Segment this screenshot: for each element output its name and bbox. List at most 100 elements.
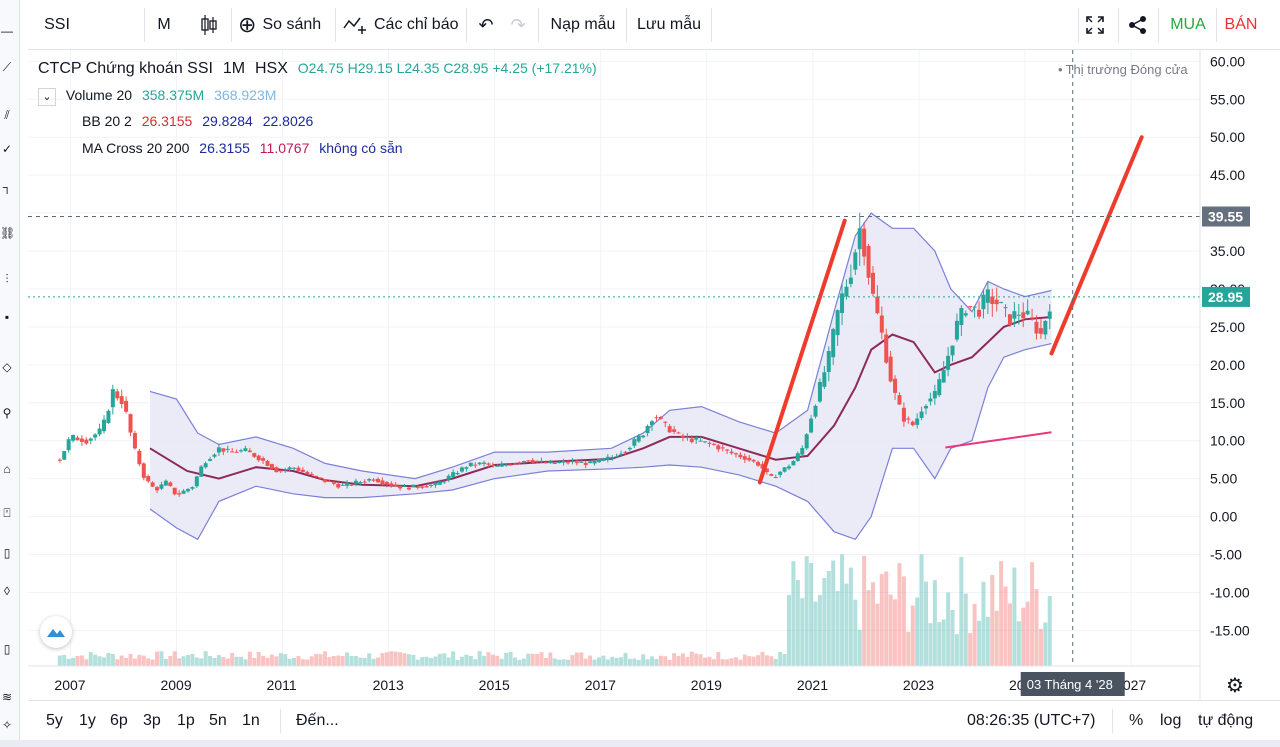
legend-title[interactable]: CTCP Chứng khoán SSI [38, 60, 213, 77]
volume-bar [71, 657, 76, 666]
buy-button[interactable]: MUA [1170, 16, 1206, 33]
volume-bar [353, 656, 358, 666]
indicators-button[interactable]: Các chỉ báo [342, 0, 462, 50]
pitchfork-icon[interactable]: ⫽ [4, 108, 10, 122]
candle-body [216, 447, 221, 453]
symbol-search[interactable]: SSI [44, 16, 70, 33]
range-6p[interactable]: 6p [110, 712, 128, 729]
time-axis[interactable]: 2007200920112013201520172019202120232025… [28, 665, 1244, 697]
volume-bar [234, 656, 239, 666]
volume-bar [446, 657, 451, 666]
volume-bar [504, 652, 509, 666]
candle-body [261, 458, 266, 461]
candle-body [451, 472, 456, 478]
redo-icon[interactable]: ↷ [510, 14, 526, 35]
trend-lines[interactable] [757, 135, 1144, 485]
undo-icon[interactable]: ↶ [478, 14, 494, 35]
crosshair-icon[interactable]: — [1, 24, 13, 38]
ma-cross-value: không có sẵn [319, 140, 403, 156]
percent-toggle[interactable]: % [1129, 712, 1144, 729]
volume-bar [703, 657, 708, 666]
range-5y[interactable]: 5y [46, 712, 63, 729]
volume-bar [181, 656, 186, 666]
candle-body [822, 372, 827, 387]
magnet-icon[interactable]: ⌂ [3, 462, 11, 476]
trash-icon[interactable]: ▯ [3, 642, 11, 656]
trend-line-icon[interactable]: ⟋ [2, 60, 12, 74]
volume-bar [972, 603, 977, 666]
volume-bar [689, 651, 694, 666]
price-tick-label: -5.00 [1210, 546, 1242, 562]
visibility-icon[interactable]: ▯ [3, 546, 11, 560]
bb-legend[interactable]: BB 20 2 26.3155 29.8284 22.8026 [82, 113, 319, 129]
candle-body [265, 460, 270, 466]
candle-body [632, 439, 637, 446]
time-tick-label: 2021 [797, 677, 828, 693]
price-axis[interactable]: 60.0055.0050.0045.0040.0035.0030.0025.00… [1199, 50, 1280, 700]
chart-area[interactable]: 60.0055.0050.0045.0040.0035.0030.0025.00… [28, 50, 1280, 700]
interval-button[interactable]: M [157, 16, 171, 33]
text-tool-icon[interactable]: ┐ [2, 180, 12, 194]
lock-icon[interactable]: ⍞ [3, 506, 11, 520]
volume-bar [928, 623, 933, 666]
chart-type-button[interactable] [196, 0, 222, 50]
candle-body [574, 462, 579, 464]
candle-body [804, 434, 809, 449]
compare-button[interactable]: ⊕ So sánh [238, 0, 328, 50]
candle-body [543, 462, 548, 464]
bb-label: BB 20 2 [82, 113, 132, 129]
auto-toggle[interactable]: tự động [1198, 712, 1254, 729]
star-icon[interactable]: ✧ [1, 718, 13, 732]
legend-ohlc: O24.75 H29.15 L24.35 C28.95 +4.25 (+17.2… [297, 60, 597, 76]
range-1p[interactable]: 1p [177, 712, 195, 729]
separator [231, 8, 232, 42]
volume-bar [318, 654, 323, 666]
sell-button[interactable]: BÁN [1224, 16, 1258, 33]
candle-body [601, 458, 606, 461]
volume-bar [185, 655, 190, 666]
candle-body [650, 421, 655, 426]
collapse-chevron-icon[interactable]: ⌄ [38, 88, 56, 106]
candle-body [866, 245, 871, 278]
settings-gear-icon[interactable]: ⚙ [1226, 673, 1244, 697]
ruler-icon[interactable]: ◇ [2, 360, 12, 374]
volume-legend[interactable]: ⌄ Volume 20 358.375M 368.923M [38, 87, 282, 106]
goto-date-button[interactable]: Đến... [296, 712, 339, 729]
clock[interactable]: 08:26:35 (UTC+7) [967, 712, 1096, 729]
range-1y[interactable]: 1y [79, 712, 96, 729]
ma-cross-legend[interactable]: MA Cross 20 200 26.3155 11.0767 không có… [82, 140, 409, 156]
share-icon[interactable] [1126, 0, 1150, 50]
prediction-icon[interactable]: ⫶ [5, 272, 9, 286]
crosshair-time-badge-bg [1020, 672, 1125, 696]
range-5n[interactable]: 5n [209, 712, 227, 729]
tradingview-logo[interactable] [40, 616, 72, 648]
volume-bar [950, 610, 955, 666]
zoom-icon[interactable]: ⚲ [2, 406, 12, 420]
hide-icon[interactable]: ◊ [4, 584, 10, 598]
candle-body [729, 451, 734, 454]
candle-body [663, 421, 668, 423]
fullscreen-icon[interactable] [1084, 0, 1106, 50]
candle-body [963, 313, 968, 316]
candle-body [667, 426, 672, 433]
volume-bar [937, 622, 942, 666]
time-tick-label: 2009 [160, 677, 191, 693]
candle-body [990, 296, 995, 305]
volume-bar [155, 651, 160, 666]
load-template-button[interactable]: Nạp mẫu [550, 16, 616, 33]
volume-bar [1038, 628, 1043, 666]
range-3p[interactable]: 3p [143, 712, 161, 729]
volume-bar [1025, 601, 1030, 666]
save-template-button[interactable]: Lưu mẫu [636, 16, 702, 33]
log-toggle[interactable]: log [1160, 712, 1182, 729]
brush-icon[interactable]: ✓ [1, 142, 13, 156]
pattern-icon[interactable]: ⛓ [0, 226, 14, 240]
volume-bar [451, 651, 456, 666]
layers-icon[interactable]: ≋ [1, 690, 13, 704]
price-chart[interactable]: 60.0055.0050.0045.0040.0035.0030.0025.00… [28, 50, 1280, 700]
volume-bar [230, 653, 235, 666]
range-1n[interactable]: 1n [242, 712, 260, 729]
measure-icon[interactable]: ▪ [4, 310, 10, 324]
candle-body [93, 434, 98, 438]
volume-bar [632, 658, 637, 666]
